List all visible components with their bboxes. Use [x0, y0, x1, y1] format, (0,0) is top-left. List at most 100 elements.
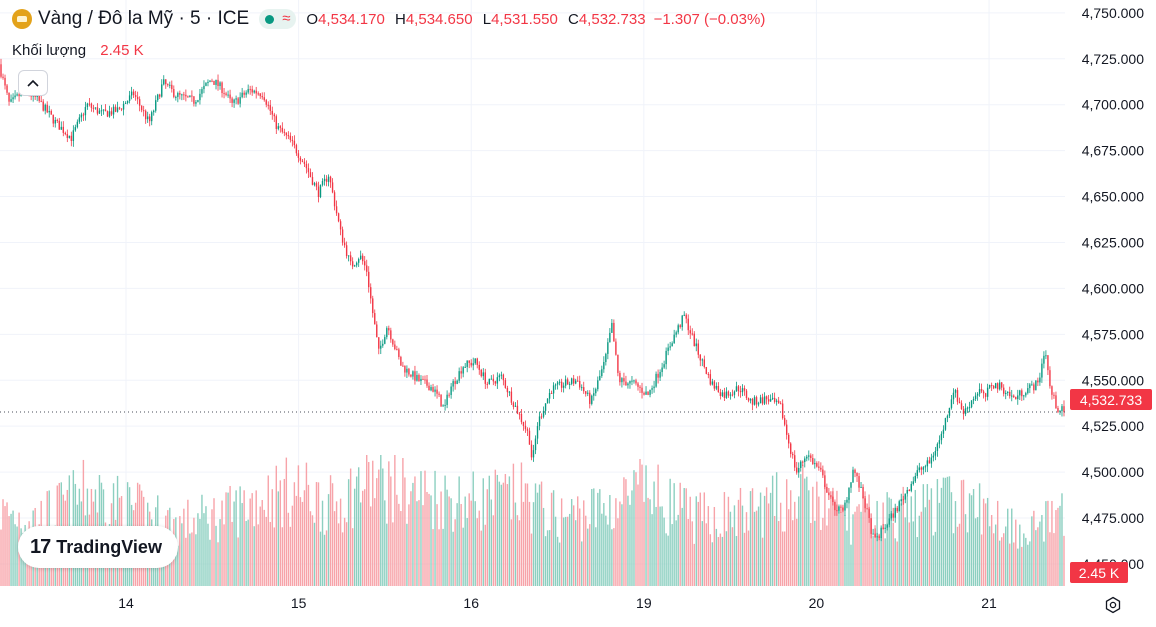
candle-body: [1013, 395, 1015, 398]
candle-body: [237, 98, 239, 104]
candle-body: [257, 93, 259, 95]
volume-bar: [386, 523, 388, 586]
candle-body: [749, 398, 752, 401]
volume-bar: [351, 528, 354, 586]
volume-bar: [528, 501, 531, 586]
candle-body: [462, 367, 464, 374]
candle-body: [697, 343, 699, 355]
volume-bar: [599, 489, 601, 586]
volume-bar: [834, 499, 836, 586]
collapse-legend-button[interactable]: [18, 70, 48, 96]
candle-body: [591, 395, 593, 404]
volume-bar: [315, 482, 318, 586]
volume-bar: [954, 501, 957, 586]
candle-body: [86, 103, 89, 107]
volume-bar: [621, 504, 623, 586]
candle-body: [1021, 390, 1023, 397]
candle-body: [110, 111, 113, 115]
candle-body: [96, 107, 99, 114]
volume-bar: [603, 503, 605, 586]
volume-bar: [364, 489, 366, 586]
volume-bar: [952, 533, 955, 586]
candle-body: [651, 388, 653, 390]
volume-bar: [972, 489, 975, 586]
candle-body: [1025, 393, 1027, 396]
volume-bar: [936, 479, 939, 586]
candle-body: [438, 393, 440, 395]
volume-bar: [374, 498, 376, 586]
candle-body: [480, 369, 482, 377]
volume-bar: [263, 509, 265, 586]
volume-bar: [729, 511, 732, 586]
volume-bar: [771, 475, 774, 586]
volume-bar: [464, 496, 466, 586]
tradingview-logo[interactable]: 17 TradingView: [18, 526, 178, 568]
volume-bar: [215, 525, 217, 586]
candle-body: [221, 82, 223, 94]
candle-body: [118, 107, 121, 109]
volume-bar: [982, 498, 985, 586]
volume-bar: [858, 504, 860, 586]
volume-bar: [416, 501, 418, 586]
candle-body: [305, 163, 308, 169]
candle-body: [785, 424, 788, 435]
volume-bar: [800, 474, 802, 586]
candle-body: [898, 501, 900, 512]
volume-bar: [733, 505, 736, 586]
volume-bar: [597, 492, 599, 586]
volume-bar: [796, 518, 798, 586]
volume-bar: [577, 496, 579, 586]
volume-bar: [693, 543, 695, 586]
candle-body: [418, 374, 420, 382]
volume-bar: [450, 498, 452, 586]
volume-bar: [792, 520, 794, 586]
candle-body: [317, 186, 320, 198]
volume-bar: [201, 494, 203, 586]
chart-settings-button[interactable]: [1102, 594, 1124, 616]
candle-body: [691, 333, 693, 335]
candle-body: [130, 91, 133, 96]
volume-legend[interactable]: Khối lượng 2.45 K: [12, 42, 144, 59]
candle-body: [751, 398, 754, 405]
candle-body: [325, 178, 328, 182]
candle-body: [72, 130, 75, 142]
candle-body: [426, 379, 428, 386]
candle-body: [261, 96, 263, 98]
candle-body: [183, 94, 185, 96]
volume-bar: [221, 500, 223, 586]
volume-bar: [542, 507, 545, 586]
candle-body: [319, 184, 322, 198]
candle-body: [1007, 391, 1009, 393]
volume-bar: [508, 476, 511, 586]
candle-body: [1051, 386, 1053, 395]
status-pill[interactable]: ≈: [259, 9, 297, 29]
candle-body: [275, 116, 277, 129]
candle-body: [104, 109, 107, 112]
candle-body: [856, 473, 858, 477]
y-tick-label: 4,600.000: [1082, 280, 1144, 296]
candle-body: [930, 457, 933, 464]
candle-body: [297, 153, 300, 158]
candle-body: [641, 387, 643, 393]
candle-body: [177, 92, 179, 97]
volume-bar: [478, 510, 480, 586]
candle-body: [647, 391, 649, 395]
candle-body: [396, 349, 398, 351]
volume-bar: [790, 490, 792, 586]
volume-bar: [522, 501, 525, 586]
candle-body: [532, 450, 535, 458]
candle-body: [790, 443, 792, 454]
volume-bar: [806, 476, 808, 586]
symbol-legend[interactable]: Vàng / Đô la Mỹ · 5 · ICE ≈ O4,534.170 H…: [12, 8, 765, 30]
candle-body: [151, 112, 153, 122]
volume-bar: [193, 517, 195, 586]
candle-body: [832, 496, 834, 503]
volume-bar: [516, 515, 519, 586]
candle-body: [954, 390, 957, 393]
volume-bar: [575, 520, 577, 586]
candle-body: [366, 265, 368, 272]
candle-body: [404, 365, 406, 373]
symbol-title[interactable]: Vàng / Đô la Mỹ · 5 · ICE: [38, 8, 250, 29]
